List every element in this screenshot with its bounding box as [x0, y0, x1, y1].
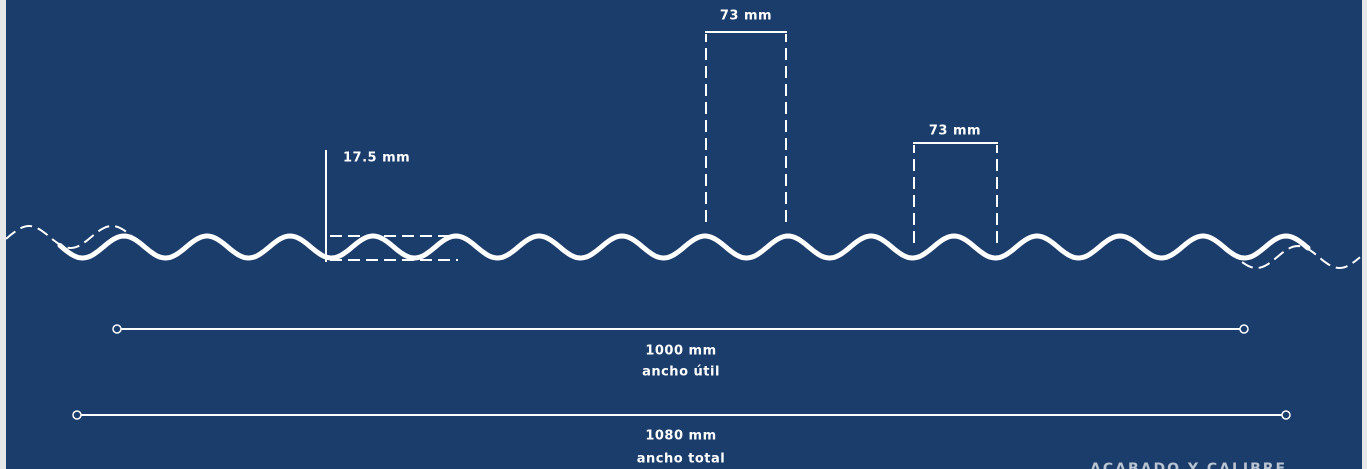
width-end	[1281, 410, 1291, 420]
section-title: ACABADO Y CALIBRE	[1090, 461, 1287, 469]
pitch-bracket	[913, 145, 998, 243]
corrugated-profile	[57, 233, 1311, 261]
height-label: 17.5 mm	[343, 151, 410, 166]
width-caption: ancho útil	[642, 365, 720, 380]
pitch-label: 73 mm	[929, 124, 981, 139]
left-border	[0, 0, 6, 469]
width-caption: ancho total	[637, 452, 726, 467]
pitch-label: 73 mm	[720, 9, 772, 24]
width-end	[112, 324, 122, 334]
width-end	[1239, 324, 1249, 334]
width-measure: 1080 mm	[645, 429, 716, 444]
overlap-right	[1227, 244, 1361, 270]
right-border	[1362, 0, 1367, 469]
pitch-bracket	[705, 34, 787, 222]
width-measure: 1000 mm	[645, 344, 716, 359]
width-end	[72, 410, 82, 420]
overlap-left	[5, 224, 141, 250]
